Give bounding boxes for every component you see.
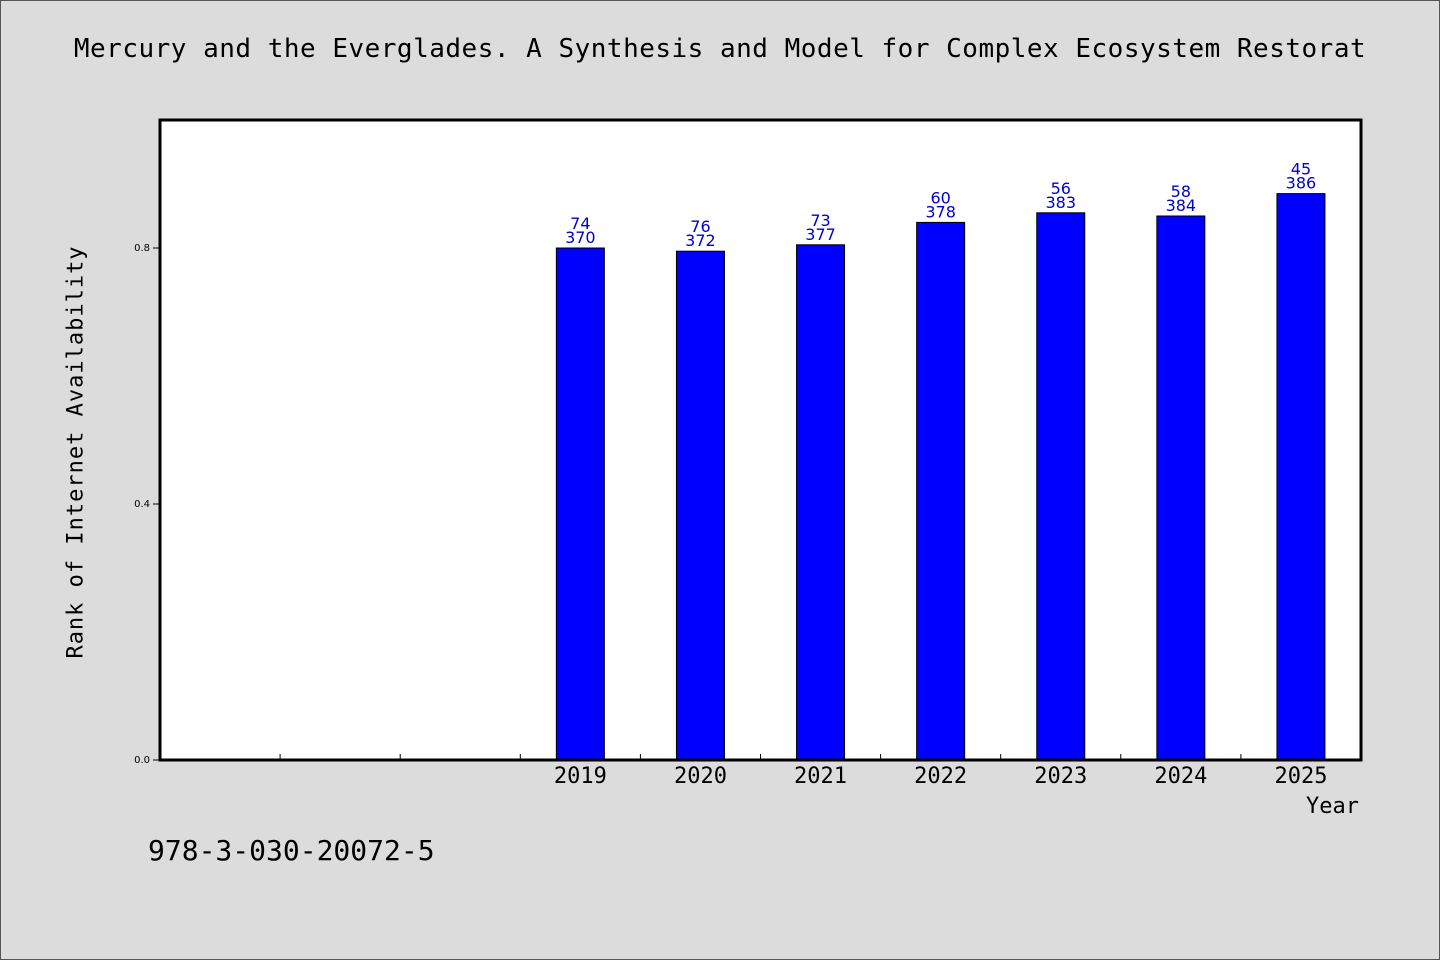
bar bbox=[796, 244, 846, 761]
bar bbox=[916, 221, 966, 761]
bar-label-bottom: 377 bbox=[805, 225, 836, 244]
bar bbox=[1156, 215, 1206, 761]
y-tick-label: 0.0 bbox=[134, 755, 150, 766]
x-tick-label: 2022 bbox=[914, 764, 967, 789]
bar-label-bottom: 370 bbox=[565, 228, 596, 247]
bar-label-top: 60 bbox=[930, 188, 950, 207]
bar-label-bottom: 383 bbox=[1045, 193, 1076, 212]
bar-label-top: 45 bbox=[1291, 160, 1311, 179]
x-tick-label: 2024 bbox=[1154, 764, 1207, 789]
bar bbox=[1276, 193, 1326, 761]
x-tick-label: 2021 bbox=[794, 764, 847, 789]
bar bbox=[555, 247, 605, 761]
bar-label-top: 58 bbox=[1171, 182, 1191, 201]
bar bbox=[1036, 212, 1086, 761]
bar-label-bottom: 386 bbox=[1286, 174, 1317, 193]
x-tick-label: 2019 bbox=[554, 764, 607, 789]
chart-title: Mercury and the Everglades. A Synthesis … bbox=[73, 34, 1367, 64]
y-tick-label: 0.8 bbox=[134, 243, 150, 254]
bar-label-bottom: 378 bbox=[925, 202, 956, 221]
bar-label-top: 73 bbox=[810, 211, 830, 230]
isbn-footer: 978-3-030-20072-5 bbox=[148, 834, 435, 867]
bar-label-bottom: 384 bbox=[1166, 196, 1197, 215]
bar bbox=[675, 250, 725, 761]
bar-label-bottom: 372 bbox=[685, 231, 716, 250]
x-axis-label: Year bbox=[1306, 794, 1359, 819]
y-tick-label: 0.4 bbox=[134, 499, 150, 510]
bar-label-top: 74 bbox=[570, 214, 590, 233]
x-tick-label: 2020 bbox=[674, 764, 727, 789]
x-tick-label: 2025 bbox=[1274, 764, 1327, 789]
bar-label-top: 76 bbox=[690, 217, 710, 236]
x-tick-label: 2023 bbox=[1034, 764, 1087, 789]
bar-label-top: 56 bbox=[1051, 179, 1071, 198]
